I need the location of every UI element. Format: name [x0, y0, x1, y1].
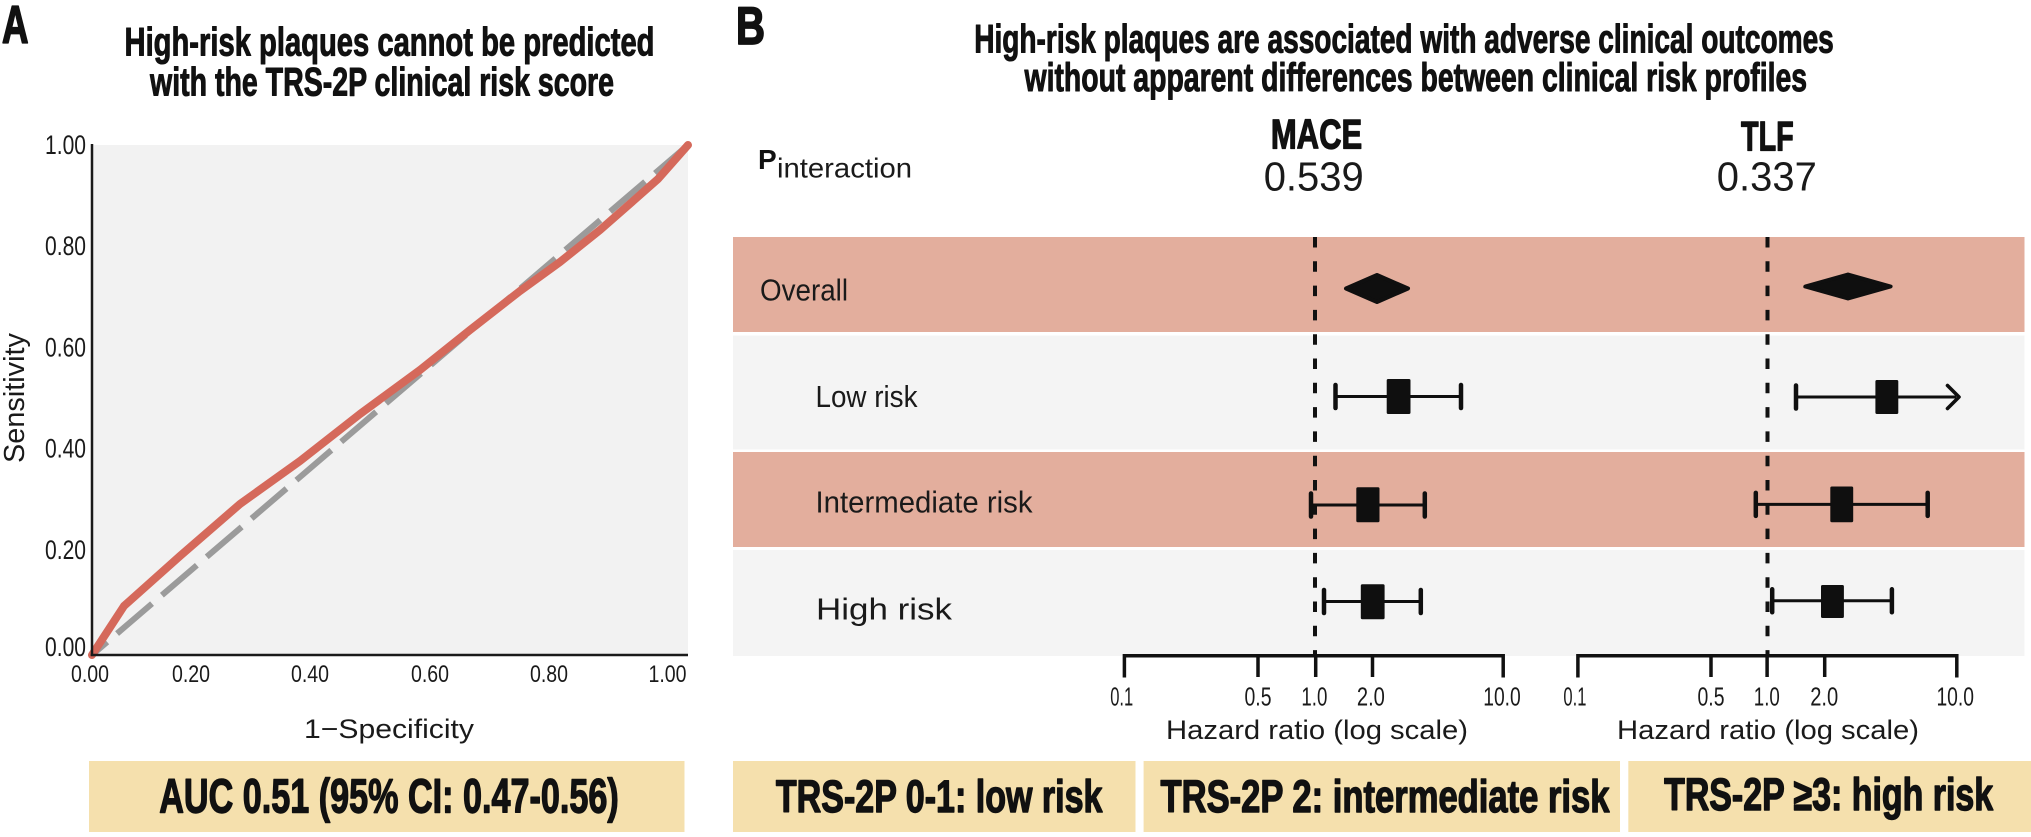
- svg-text:0.40: 0.40: [45, 434, 86, 464]
- svg-text:TRS-2P ≥3: high risk: TRS-2P ≥3: high risk: [1664, 769, 1994, 820]
- svg-text:interaction: interaction: [777, 153, 912, 184]
- svg-text:0.20: 0.20: [45, 535, 86, 565]
- svg-text:0.539: 0.539: [1264, 154, 1364, 200]
- svg-text:1−Specificity: 1−Specificity: [304, 714, 475, 744]
- svg-text:0.00: 0.00: [71, 661, 109, 688]
- svg-text:MACE: MACE: [1271, 111, 1362, 158]
- svg-text:TLF: TLF: [1741, 113, 1794, 160]
- svg-text:TRS-2P 0-1: low risk: TRS-2P 0-1: low risk: [776, 771, 1103, 822]
- svg-text:2.0: 2.0: [1810, 682, 1838, 712]
- svg-text:Hazard ratio (log scale): Hazard ratio (log scale): [1166, 715, 1468, 745]
- svg-text:0.60: 0.60: [411, 661, 449, 688]
- svg-text:Low risk: Low risk: [816, 379, 918, 414]
- svg-text:0.00: 0.00: [45, 632, 86, 662]
- svg-text:10.0: 10.0: [1483, 682, 1521, 712]
- svg-text:0.337: 0.337: [1717, 154, 1817, 200]
- svg-text:with the TRS-2P clinical risk: with the TRS-2P clinical risk score: [149, 61, 614, 105]
- svg-text:0.5: 0.5: [1698, 682, 1725, 712]
- svg-text:0.20: 0.20: [172, 661, 210, 688]
- svg-text:High-risk plaques are associat: High-risk plaques are associated with ad…: [974, 17, 1834, 61]
- svg-text:0.40: 0.40: [291, 661, 329, 688]
- svg-text:without apparent differences b: without apparent differences between cli…: [1024, 56, 1807, 100]
- svg-text:10.0: 10.0: [1936, 682, 1974, 712]
- svg-text:1.00: 1.00: [649, 661, 687, 688]
- svg-text:Hazard ratio (log scale): Hazard ratio (log scale): [1617, 715, 1919, 745]
- svg-text:0.60: 0.60: [45, 333, 86, 363]
- svg-text:High risk: High risk: [816, 592, 953, 627]
- svg-text:Overall: Overall: [760, 272, 848, 307]
- svg-text:TRS-2P 2: intermediate risk: TRS-2P 2: intermediate risk: [1161, 771, 1611, 822]
- svg-text:0.80: 0.80: [45, 231, 86, 261]
- svg-text:0.80: 0.80: [530, 661, 568, 688]
- svg-text:2.0: 2.0: [1357, 682, 1385, 712]
- svg-text:0.1: 0.1: [1110, 682, 1133, 712]
- svg-text:1.0: 1.0: [1301, 682, 1327, 712]
- svg-text:High-risk plaques cannot be pr: High-risk plaques cannot be predicted: [125, 21, 655, 65]
- svg-text:0.1: 0.1: [1563, 682, 1586, 712]
- svg-text:1.0: 1.0: [1754, 682, 1780, 712]
- svg-text:Intermediate risk: Intermediate risk: [816, 485, 1033, 520]
- svg-text:Sensitivity: Sensitivity: [0, 332, 31, 463]
- svg-text:A: A: [2, 0, 29, 55]
- svg-text:P: P: [758, 144, 777, 175]
- svg-text:AUC 0.51 (95% CI: 0.47-0.56): AUC 0.51 (95% CI: 0.47-0.56): [159, 770, 619, 823]
- svg-text:1.00: 1.00: [45, 130, 86, 160]
- svg-text:0.5: 0.5: [1245, 682, 1272, 712]
- svg-text:B: B: [736, 0, 765, 56]
